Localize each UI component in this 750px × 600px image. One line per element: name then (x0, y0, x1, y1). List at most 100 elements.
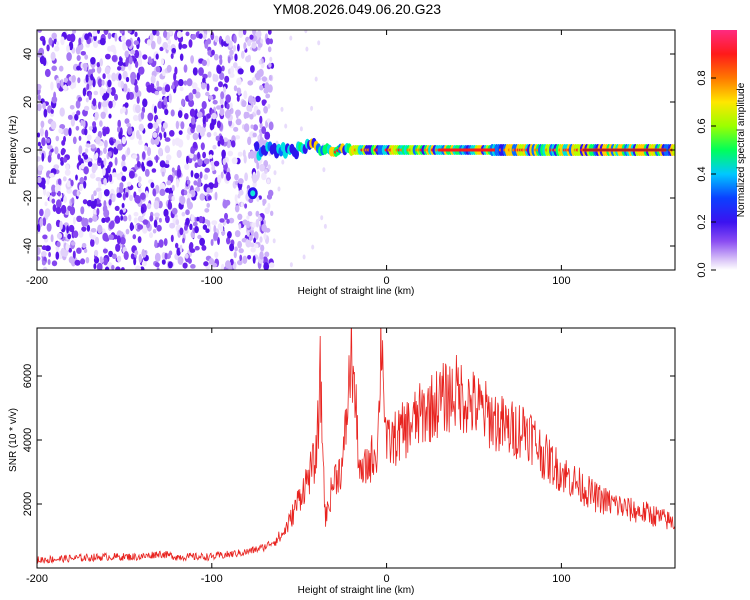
spectrogram-noise-cell (65, 243, 70, 252)
spectrogram-noise-cell (256, 170, 260, 180)
spectrogram-noise-cell (218, 81, 223, 88)
snr-x-tick-label: -200 (26, 573, 48, 585)
spectrogram-noise-cell (179, 32, 183, 37)
spectrogram-noise-cell (207, 195, 212, 201)
spectrogram-noise-cell (138, 123, 144, 132)
spectrogram-noise-cell (176, 168, 182, 178)
spectrogram-noise-cell (37, 156, 41, 162)
spectrogram-noise-cell (179, 227, 184, 236)
spectrogram-noise-cell (76, 190, 80, 197)
spectrogram-noise-cell (46, 44, 50, 52)
spectrogram-noise-cell (43, 108, 48, 118)
spectrogram-noise-cell (155, 53, 159, 60)
spectrogram-noise-cell (54, 146, 59, 155)
spectrogram-noise-cell (44, 129, 49, 139)
spectrogram-noise-cell (263, 232, 267, 240)
colorbar-tick-label: 0.6 (696, 118, 708, 133)
spectrogram-noise-cell (100, 111, 106, 120)
spectrogram-noise-cell (232, 261, 237, 270)
spectrogram-noise-cell (94, 111, 99, 120)
spectrogram-noise-cell (124, 118, 130, 125)
spectrogram-noise-cell (103, 257, 108, 266)
spectrogram-noise-cell (92, 121, 97, 128)
spectrogram-noise-cell (208, 95, 214, 100)
spectrogram-noise-cell (257, 135, 261, 141)
spectrogram-noise-cell (90, 228, 97, 233)
spectrogram-noise-cell (94, 198, 97, 205)
spectrogram-noise-cell (235, 118, 242, 126)
spectrogram-noise-cell (119, 30, 124, 34)
spectrogram-noise-cell (85, 74, 89, 83)
spectrogram-noise-cell (198, 216, 204, 224)
spectrogram-noise-cell (47, 145, 53, 150)
spectrogram-noise-cell (156, 267, 160, 270)
chart-title: YM08.2026.049.06.20.G23 (273, 1, 441, 17)
spectrogram-noise-cell (96, 65, 102, 74)
spectrogram-noise-cell (124, 102, 129, 108)
spectrogram-noise-cell (268, 62, 272, 68)
spectrogram-noise-cell (154, 90, 160, 96)
spectrogram-noise-cell (136, 161, 141, 168)
spectrogram-noise-cell (97, 157, 102, 164)
spectrogram-noise-cell (233, 126, 239, 132)
spectrogram-noise-cell (185, 31, 190, 37)
spectrogram-noise-cell (51, 32, 57, 40)
spectrogram-noise-cell (117, 143, 123, 151)
spectrogram-noise-cell (66, 44, 70, 53)
spectrogram-noise-cell (127, 30, 132, 34)
spectrogram-noise-cell (182, 237, 185, 244)
spectrogram-noise-cell (37, 169, 42, 176)
spectrogram-noise-cell (60, 36, 65, 46)
spectrogram-noise-cell (221, 65, 225, 72)
spectrogram-noise-cell (213, 74, 219, 82)
spectrogram-noise-cell (233, 85, 238, 92)
spectrogram-noise-cell (189, 153, 194, 159)
spectrogram-noise-cell (214, 35, 219, 43)
snr-x-ticks: -200 -100 0 100 (26, 328, 571, 585)
spectrogram-noise-cell (263, 262, 270, 270)
spectrogram-noise-cell (106, 87, 112, 94)
spectrogram-noise-cell (245, 55, 251, 63)
spectrogram-noise-cell (250, 247, 256, 253)
spectrogram-noise-cell (62, 85, 68, 90)
spectrogram-noise-cell (42, 266, 48, 270)
spectrogram-noise-cell (166, 64, 172, 73)
spectrogram-noise-cell (117, 119, 121, 129)
spectrogram-noise-cell (138, 176, 142, 183)
spectrogram-noise-cell (167, 38, 171, 45)
spectrogram-noise-cell (317, 40, 321, 46)
spectrogram-noise-cell (261, 99, 266, 106)
spectrogram-noise-cell (252, 255, 256, 264)
spectrogram-noise-cell (183, 190, 188, 196)
spectrogram-noise-cell (191, 214, 195, 223)
spectrogram-noise-cell (146, 39, 152, 46)
spectrogram-noise-cell (265, 37, 271, 45)
spectrogram-noise-cell (213, 160, 220, 167)
spectrogram-noise-cell (149, 32, 154, 42)
spectrogram-noise-cell (201, 59, 207, 66)
spectrogram-noise-cell (197, 158, 203, 166)
spectrogram-noise-cell (111, 264, 115, 270)
spectrogram-noise-cell (166, 154, 172, 161)
spectrogram-noise-cell (189, 242, 194, 250)
spectrogram-noise-cell (42, 217, 47, 227)
spectrogram-noise-cell (37, 83, 42, 91)
spectrogram-noise-cell (44, 68, 51, 78)
spectrogram-noise-cell (91, 68, 96, 73)
spectrogram-noise-cell (234, 205, 240, 213)
spectrogram-noise-cell (72, 230, 79, 238)
spectrogram-noise-cell (165, 187, 170, 193)
spectrogram-noise-cell (37, 246, 41, 256)
snr-x-tick-label: -100 (201, 573, 223, 585)
spectrogram-noise-cell (170, 53, 174, 59)
spectrogram-noise-cell (233, 62, 238, 69)
spectrogram-noise-cell (70, 82, 75, 90)
snr-panel: -200 -100 0 100 6000 4000 2000 Height of stra… (8, 327, 676, 596)
spectrogram-noise-cell (248, 95, 254, 104)
spectrogram-noise-cell (81, 226, 87, 232)
spectrogram-noise-cell (99, 58, 104, 67)
spectrogram-noise-cell (237, 178, 244, 185)
spectrogram-noise-cell (84, 54, 89, 60)
spectrogram-noise-cell (215, 135, 220, 141)
spectrogram-noise-cell (112, 100, 116, 109)
